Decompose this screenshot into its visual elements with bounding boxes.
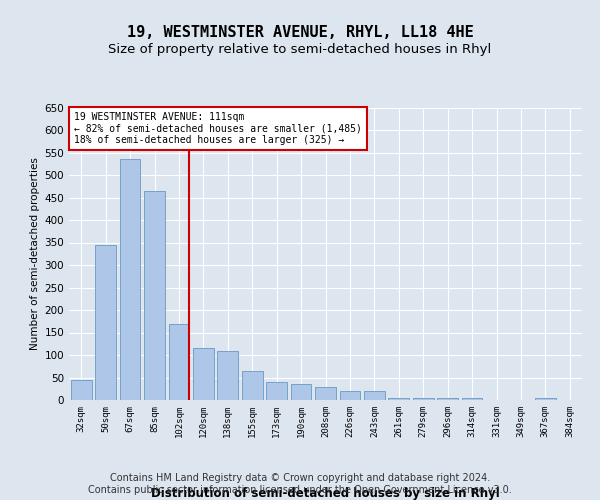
Text: 19 WESTMINSTER AVENUE: 111sqm
← 82% of semi-detached houses are smaller (1,485)
: 19 WESTMINSTER AVENUE: 111sqm ← 82% of s… [74,112,362,145]
Bar [340,391,361,400]
Text: Size of property relative to semi-detached houses in Rhyl: Size of property relative to semi-detach… [109,44,491,57]
Y-axis label: Number of semi-detached properties: Number of semi-detached properties [30,158,40,350]
Bar [266,382,287,400]
Bar [193,348,214,400]
Bar [71,380,92,400]
Bar [290,384,311,400]
Bar [242,371,263,400]
Bar [461,398,482,400]
Bar [315,386,336,400]
Bar [413,398,434,400]
Bar [535,398,556,400]
Text: 19, WESTMINSTER AVENUE, RHYL, LL18 4HE: 19, WESTMINSTER AVENUE, RHYL, LL18 4HE [127,25,473,40]
Bar [144,191,165,400]
Bar [119,160,140,400]
Bar [388,398,409,400]
Text: Contains HM Land Registry data © Crown copyright and database right 2024.
Contai: Contains HM Land Registry data © Crown c… [88,474,512,495]
Bar [217,350,238,400]
Bar [95,245,116,400]
X-axis label: Distribution of semi-detached houses by size in Rhyl: Distribution of semi-detached houses by … [151,487,500,500]
Bar [169,324,190,400]
Bar [437,398,458,400]
Bar [364,391,385,400]
